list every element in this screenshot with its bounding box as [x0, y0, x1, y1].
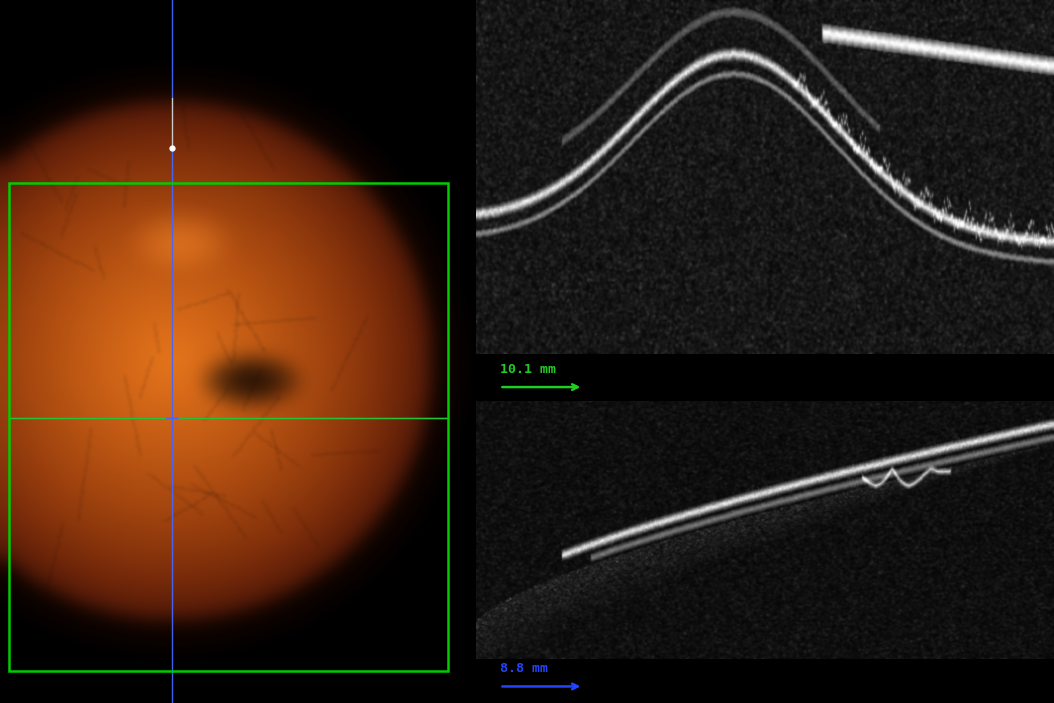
Bar [9, 183, 448, 671]
Text: 8.8 mm: 8.8 mm [500, 662, 547, 675]
Text: 10.1 mm: 10.1 mm [500, 363, 555, 376]
